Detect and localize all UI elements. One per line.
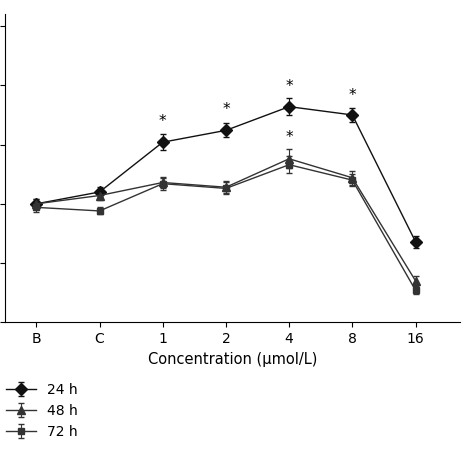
Text: *: * <box>348 88 356 103</box>
Text: *: * <box>222 102 230 118</box>
X-axis label: Concentration (μmol/L): Concentration (μmol/L) <box>147 352 317 366</box>
Text: *: * <box>159 114 166 129</box>
Text: *: * <box>285 79 293 94</box>
Text: *: * <box>285 129 293 145</box>
Legend: 24 h, 48 h, 72 h: 24 h, 48 h, 72 h <box>0 378 84 445</box>
